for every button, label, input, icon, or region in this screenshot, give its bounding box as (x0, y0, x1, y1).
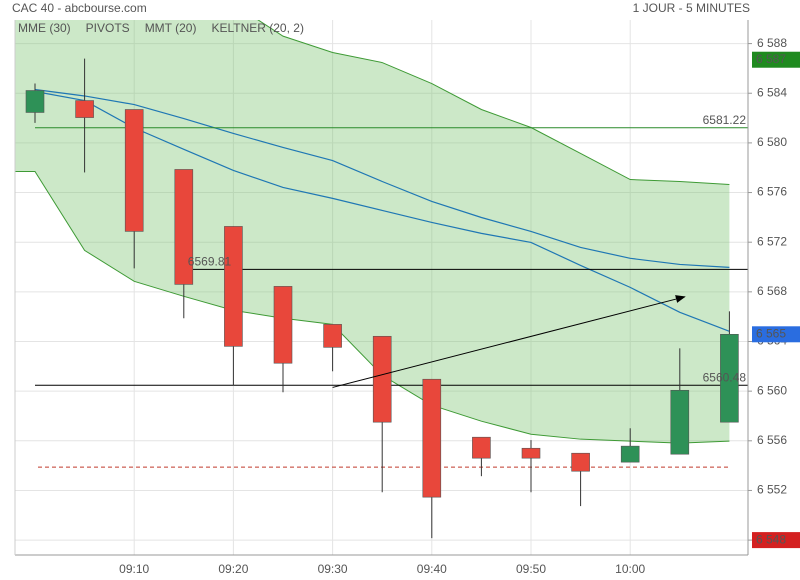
candle-body (372, 335, 392, 423)
pivot-label: 6560.48 (703, 370, 747, 384)
candle-body (323, 324, 342, 348)
legend-entry: PIVOTS (86, 21, 130, 35)
trend-line (332, 295, 686, 388)
x-tick-label: 09:10 (119, 562, 149, 576)
y-tick-label: 6 568 (757, 284, 787, 298)
y-tick-label: 6 580 (757, 135, 787, 149)
price-badge (752, 326, 800, 343)
candle-body (620, 445, 640, 463)
moving-average (34, 88, 730, 268)
legend-entry: KELTNER (20, 2) (211, 21, 303, 35)
legend-entry: MME (30) (18, 21, 71, 35)
x-tick-label: 09:20 (218, 562, 248, 576)
candle-body (720, 333, 739, 423)
candle-body (273, 286, 293, 364)
price-badge (752, 532, 800, 549)
pivot-label: 6581.22 (703, 113, 747, 127)
candle-body (521, 447, 541, 459)
candle-body (670, 389, 690, 455)
candle-body (25, 90, 45, 113)
plot-area (15, 20, 748, 555)
keltner-fill (15, 20, 730, 444)
y-tick-label: 6 588 (757, 36, 787, 50)
y-tick-label: 6 560 (757, 383, 787, 397)
pivot-label: 6569.81 (188, 255, 232, 269)
x-tick-label: 09:40 (417, 562, 447, 576)
legend-entry: MMT (20) (145, 21, 197, 35)
x-tick-label: 10:00 (615, 562, 645, 576)
y-tick-label: 6 552 (757, 483, 787, 497)
candle-body (75, 100, 94, 118)
candle-body (174, 169, 194, 285)
price-badge-label: 6 565 (756, 326, 786, 340)
candle-body (571, 452, 590, 472)
price-badge-label: 6 587 (756, 52, 786, 66)
y-tick-label: 6 576 (757, 185, 787, 199)
candle-body (224, 226, 243, 347)
candle-body (124, 109, 144, 232)
x-tick-label: 09:50 (516, 562, 546, 576)
keltner-lower (15, 170, 730, 444)
candle-body (422, 378, 442, 498)
chart-subtitle: 1 JOUR - 5 MINUTES (633, 1, 750, 15)
moving-average (34, 90, 730, 332)
y-tick-label: 6 584 (757, 85, 787, 99)
price-badge (752, 51, 800, 68)
price-badge-label: 6 548 (756, 532, 786, 546)
keltner-upper (257, 20, 730, 185)
x-tick-label: 09:30 (318, 562, 348, 576)
chart-title: CAC 40 - abcbourse.com (12, 1, 147, 15)
y-tick-label: 6 572 (757, 234, 787, 248)
y-tick-label: 6 556 (757, 433, 787, 447)
candle-body (472, 436, 491, 459)
